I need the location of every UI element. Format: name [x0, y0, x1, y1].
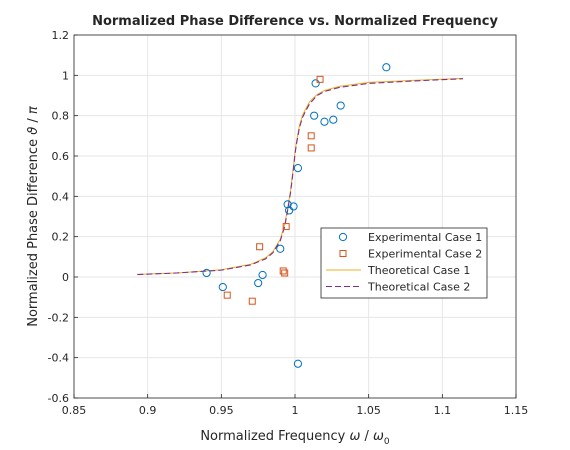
x-tick-label: 1.1 — [434, 404, 452, 417]
experimental-point-case2 — [281, 269, 289, 277]
y-tick-label: 1 — [62, 69, 69, 82]
x-tick-label: 1 — [292, 404, 299, 417]
experimental-point-case1 — [218, 282, 227, 292]
series-layer — [137, 63, 463, 368]
x-axis-label-omega: ω — [349, 429, 360, 444]
x-tick-label: 0.95 — [209, 404, 234, 417]
experimental-point-case2 — [256, 243, 264, 251]
x-axis-label-text: Normalized Frequency — [200, 429, 349, 444]
x-axis-label-omega0: ω — [373, 429, 384, 444]
legend-marker-square — [339, 250, 347, 257]
chart-title: Normalized Phase Difference vs. Normaliz… — [92, 14, 498, 29]
x-axis-label-subscript: 0 — [384, 437, 390, 447]
legend-label: Theoretical Case 2 — [367, 281, 470, 294]
experimental-point-case2 — [316, 75, 324, 83]
y-tick-label: 0.6 — [52, 150, 70, 163]
legend-marker-circle — [338, 232, 348, 242]
y-tick-label: 1.2 — [52, 29, 70, 42]
legend-label: Theoretical Case 1 — [367, 264, 470, 277]
y-axis-label-slash: / — [26, 114, 41, 127]
experimental-point-case1 — [254, 278, 263, 288]
y-tick-label: -0.2 — [48, 311, 69, 324]
x-tick-label: 0.9 — [139, 404, 157, 417]
experimental-point-case1 — [320, 117, 329, 126]
experimental-point-case1 — [293, 359, 303, 368]
y-axis-label-text: Normalized Phase Difference — [26, 135, 41, 327]
experimental-point-case2 — [279, 267, 287, 275]
x-axis-label-slash: / — [360, 429, 373, 444]
y-axis-label: Normalized Phase Difference ϑ / π — [26, 106, 41, 327]
x-tick-label: 0.85 — [62, 404, 87, 417]
experimental-point-case1 — [311, 79, 320, 88]
experimental-point-case1 — [283, 200, 292, 209]
experimental-point-case1 — [310, 111, 319, 120]
legend: Experimental Case 1 Experimental Case 2 Th… — [320, 227, 488, 299]
experimental-point-case2 — [248, 297, 256, 305]
experimental-point-case2 — [223, 291, 231, 299]
experimental-point-case1 — [289, 202, 298, 211]
experimental-point-case2 — [307, 144, 315, 152]
experimental-point-case1 — [329, 115, 338, 124]
experimental-point-case1 — [336, 101, 345, 110]
y-tick-label: -0.4 — [48, 352, 69, 365]
y-axis-label-pi: π — [26, 106, 41, 114]
legend-label: Experimental Case 2 — [368, 248, 482, 261]
experimental-point-case1 — [202, 268, 211, 278]
experimental-point-case1 — [382, 63, 391, 72]
legend-label: Experimental Case 1 — [368, 231, 482, 244]
y-tick-label: 0.8 — [52, 110, 70, 123]
experimental-point-case1 — [285, 206, 294, 215]
experimental-point-case1 — [293, 164, 303, 173]
experimental-point-case1 — [276, 244, 285, 253]
y-tick-label: -0.6 — [48, 392, 69, 405]
experimental-point-case1 — [258, 270, 267, 280]
y-tick-label: 0.4 — [52, 190, 70, 203]
theoretical-line-2 — [137, 78, 463, 276]
x-tick-label: 1.05 — [356, 404, 381, 417]
y-tick-label: 0 — [62, 271, 69, 284]
y-tick-label: 0.2 — [52, 231, 70, 244]
experimental-point-case2 — [307, 132, 315, 140]
x-axis-label: Normalized Frequency ω / ω0 — [200, 429, 390, 447]
x-tick-label: 1.15 — [504, 404, 529, 417]
experimental-point-case2 — [282, 223, 290, 231]
y-axis-label-theta: ϑ — [26, 127, 41, 135]
ticks: 0.85 0.9 0.95 1 1.05 1.1 1.15 -0.6 -0.4 -0.2 0 0.2 0… — [48, 29, 529, 417]
